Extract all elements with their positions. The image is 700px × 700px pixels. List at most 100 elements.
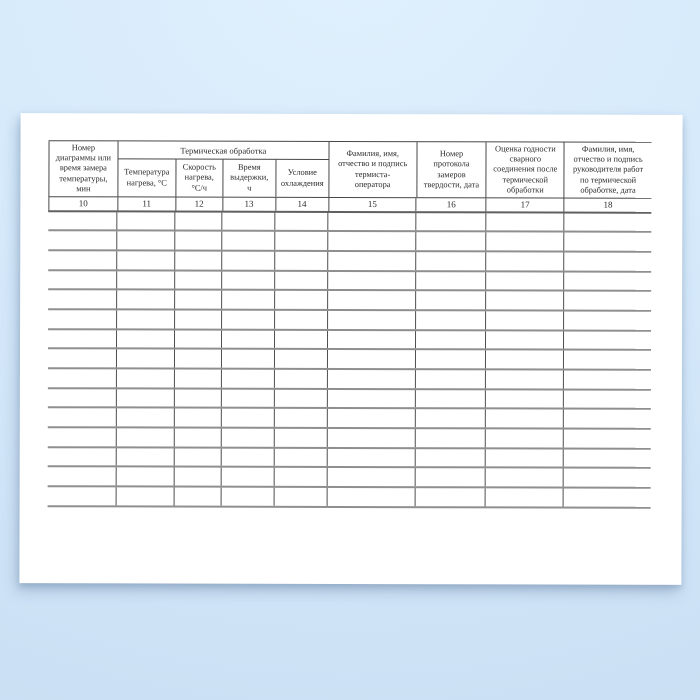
column-number-11: 11 [118, 197, 177, 211]
table-cell-col-13 [222, 251, 276, 270]
table-cell-col-14 [275, 231, 329, 250]
table-cell-col-17 [485, 409, 564, 428]
table-cell-col-13 [221, 409, 275, 427]
table-cell-col-17 [485, 370, 564, 389]
table-cell-col-15 [328, 232, 417, 251]
table-cell-col-17 [485, 468, 564, 487]
table-cell-col-16 [416, 330, 487, 349]
table-cell-col-16 [415, 488, 486, 507]
table-row [47, 428, 651, 450]
column-number-12: 12 [176, 197, 224, 211]
table-cell-col-16 [416, 311, 487, 329]
header-col-10-diagram-number: Номер диаграммы или время замера темпера… [49, 141, 119, 197]
table-cell-col-15 [327, 429, 416, 447]
column-number-15: 15 [328, 197, 417, 211]
table-cell-col-14 [274, 448, 328, 467]
table-cell-col-10 [47, 428, 117, 447]
table-cell-col-16 [415, 409, 486, 428]
table-row [48, 231, 652, 253]
table-cell-col-15 [327, 389, 416, 408]
table-cell-col-16 [416, 212, 487, 231]
table-cell-col-12 [174, 487, 222, 506]
table-cell-col-13 [221, 349, 275, 368]
table-cell-col-14 [274, 468, 328, 487]
header-col-14-cooling-condition: Условие охлаждения [280, 168, 324, 188]
document-page: Номер диаграммы или время замера темпера… [19, 113, 683, 585]
table-cell-col-10 [47, 447, 117, 466]
table-cell-col-13 [222, 231, 276, 250]
table-cell-col-17 [486, 232, 565, 251]
table-cell-col-12 [175, 212, 223, 230]
table-row [47, 408, 651, 430]
column-number-16: 16 [416, 198, 487, 211]
table-row [48, 211, 652, 233]
header-col-15-operator-name-signature: Фамилия, имя, отчество и подпись термист… [329, 141, 418, 198]
table-cell-col-16 [415, 370, 486, 389]
column-number-13: 13 [223, 197, 277, 211]
table-cell-col-13 [221, 369, 275, 388]
table-cell-col-17 [486, 311, 565, 330]
table-cell-col-14 [275, 251, 329, 270]
table-cell-col-15 [327, 488, 416, 506]
table-cell-col-11 [117, 270, 176, 289]
table-cell-col-18 [564, 311, 651, 329]
table-cell-col-16 [416, 252, 487, 270]
table-cell-col-18 [564, 371, 651, 389]
heat-treatment-log-table: Номер диаграммы или время замера темпера… [47, 140, 652, 509]
table-cell-col-18 [564, 469, 651, 487]
header-group-thermal-treatment: Термическая обработка Температура нагрев… [118, 141, 330, 197]
table-cell-col-17 [486, 291, 565, 310]
table-cell-col-17 [485, 350, 564, 369]
table-cell-col-15 [328, 330, 417, 349]
table-cell-col-10 [48, 211, 118, 230]
header-col-13-holding-time: Время выдержки, ч [223, 159, 277, 197]
table-cell-col-14 [274, 487, 328, 506]
table-cell-col-15 [328, 212, 417, 231]
table-row [48, 270, 652, 293]
table-cell-col-13 [222, 212, 276, 230]
table-cell-col-15 [327, 448, 416, 467]
table-cell-col-17 [486, 330, 565, 349]
table-cell-col-12 [175, 251, 223, 270]
column-number-17: 17 [486, 198, 565, 212]
table-cell-col-13 [222, 310, 276, 329]
table-cell-col-14 [275, 291, 329, 309]
table-cell-col-17 [485, 488, 564, 507]
header-subrow: Температура нагрева, °С Скорость нагрева… [118, 159, 328, 197]
table-cell-col-17 [486, 271, 565, 290]
table-cell-col-15 [328, 251, 417, 270]
table-row [47, 388, 651, 411]
table-cell-col-14 [274, 369, 328, 388]
table-cell-col-10 [47, 349, 117, 368]
table-cell-col-17 [486, 212, 565, 231]
header-group-thermal-treatment-label: Термическая обработка [118, 141, 329, 160]
table-cell-col-12 [174, 448, 222, 467]
table-cell-col-13 [221, 487, 275, 506]
table-cell-col-11 [116, 467, 175, 486]
table-cell-col-10 [48, 310, 118, 329]
table-cell-col-14 [274, 389, 328, 408]
table-cell-col-17 [485, 429, 564, 448]
table-cell-col-12 [175, 271, 223, 289]
table-cell-col-11 [116, 389, 175, 407]
header-col-17-weld-fitness-assessment: Оценка годности сварного соединения посл… [486, 142, 565, 198]
table-cell-col-11 [116, 408, 175, 427]
table-cell-col-18 [564, 233, 651, 251]
table-cell-col-15 [328, 291, 417, 310]
table-cell-col-14 [274, 409, 328, 428]
table-cell-col-16 [416, 291, 487, 310]
table-cell-col-17 [486, 252, 565, 271]
table-cell-col-12 [174, 389, 222, 408]
table-cell-col-11 [116, 349, 175, 368]
table-cell-col-18 [564, 390, 651, 408]
table-cell-col-13 [222, 271, 276, 290]
table-row [47, 487, 651, 509]
table-cell-col-17 [485, 390, 564, 408]
table-header: Номер диаграммы или время замера темпера… [48, 141, 652, 199]
table-cell-col-11 [117, 231, 176, 250]
table-cell-col-18 [564, 449, 651, 467]
table-cell-col-10 [47, 388, 117, 407]
table-cell-col-16 [415, 448, 486, 467]
table-cell-col-11 [117, 211, 176, 230]
